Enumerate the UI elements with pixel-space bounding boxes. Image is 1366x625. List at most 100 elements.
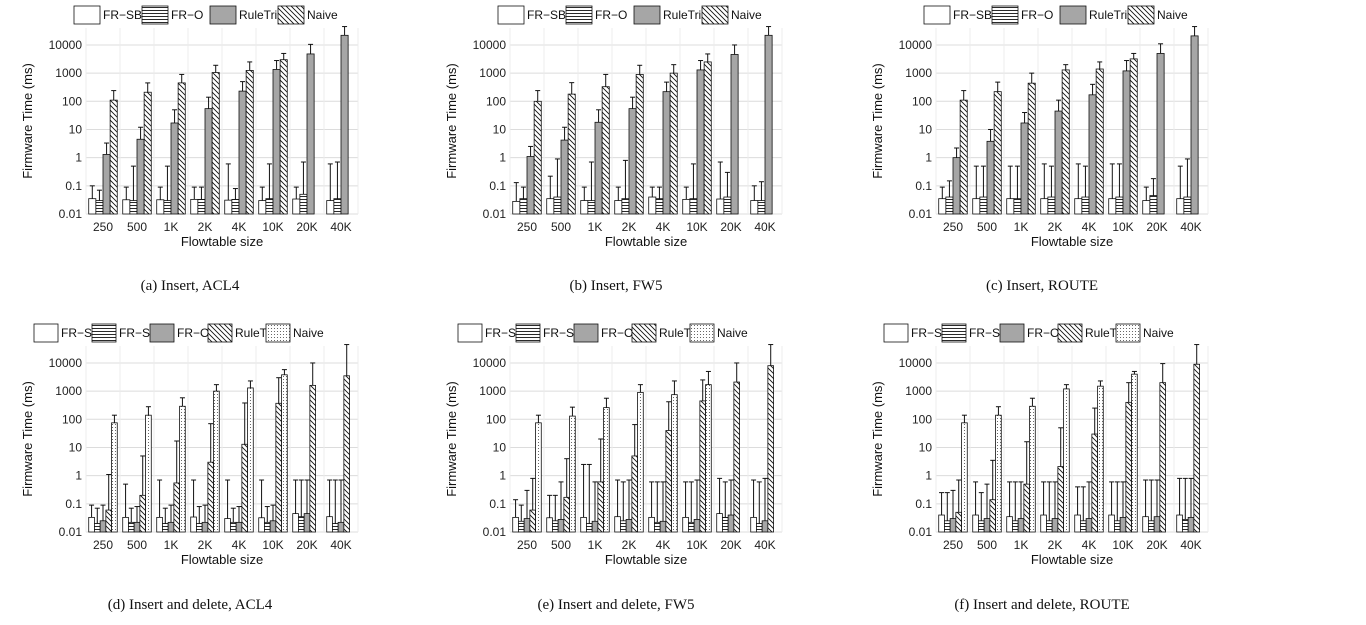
bar [526, 156, 535, 215]
x-tick-label: 2K [1048, 538, 1063, 552]
legend: FR−SB FR−SD FR−O RuleTris Naive [457, 323, 748, 343]
legend-swatch [573, 323, 599, 343]
bar [1187, 516, 1195, 533]
legend-swatch [1115, 323, 1141, 343]
bar [655, 198, 664, 215]
y-tick-label: 1 [499, 151, 506, 165]
bar [1051, 518, 1059, 533]
grid [935, 346, 1209, 533]
bar [238, 90, 247, 215]
legend-swatch [701, 5, 729, 25]
bar [156, 199, 165, 215]
bar [1047, 196, 1056, 215]
x-tick-label: 500 [551, 538, 571, 552]
y-tick-label: 10 [69, 440, 83, 454]
y-tick-label: 10000 [49, 356, 83, 370]
y-tick-label: 1 [499, 469, 506, 483]
y-tick-label: 10 [69, 122, 83, 136]
y-axis-label: Firmware Time (ms) [20, 63, 35, 179]
x-tick-label: 10K [686, 538, 707, 552]
legend-swatch [1127, 5, 1155, 25]
bar [654, 521, 661, 533]
y-tick-label: 10000 [473, 38, 507, 52]
bar [603, 407, 610, 533]
y-tick-label: 10000 [899, 38, 933, 52]
bar [1114, 520, 1121, 533]
bar [1148, 520, 1155, 533]
bar [512, 516, 519, 533]
x-tick-label: 20K [1146, 220, 1167, 234]
bar [95, 200, 104, 215]
legend-label: FR−SD [543, 326, 583, 340]
bar [529, 509, 536, 533]
bar [767, 365, 774, 533]
bar [591, 520, 599, 533]
bar [1088, 94, 1097, 215]
legend-swatch [631, 323, 657, 343]
legend-label: FR−SB [61, 326, 100, 340]
legend: FR−SB FR−O RuleTris Naive [73, 5, 338, 25]
bar [563, 496, 570, 533]
bar [1142, 200, 1151, 215]
bar [162, 523, 169, 533]
x-tick-label: 20K [720, 220, 741, 234]
x-tick-label: 20K [720, 538, 741, 552]
bar [292, 198, 301, 215]
y-tick-label: 10 [493, 440, 507, 454]
bar [730, 54, 739, 215]
bars [512, 344, 774, 533]
bar [587, 200, 596, 215]
bar [979, 196, 988, 215]
legend: FR−SB FR−O RuleTris Naive [497, 5, 762, 25]
bar [1122, 70, 1131, 215]
bar [128, 521, 135, 533]
bar [628, 108, 637, 215]
legend-label: FR−O [601, 326, 633, 340]
bar [1080, 520, 1087, 533]
y-tick-label: 0.1 [65, 179, 82, 193]
chart-caption: (f) Insert and delete, ROUTE [954, 597, 1129, 613]
bar [1027, 82, 1036, 215]
bar [620, 520, 627, 533]
bar [535, 422, 542, 533]
bar [750, 516, 757, 533]
bar [682, 516, 689, 533]
x-tick-label: 40K [1180, 538, 1201, 552]
bars [938, 26, 1199, 215]
x-tick-label: 10K [262, 220, 283, 234]
bar [122, 199, 131, 215]
bar [326, 516, 333, 533]
bar [213, 390, 220, 533]
bar [986, 140, 995, 215]
bar [1142, 516, 1149, 533]
bars [512, 26, 773, 215]
bar [682, 198, 691, 215]
bar [594, 121, 603, 215]
x-tick-label: 250 [93, 220, 113, 234]
x-axis-label: Flowtable size [181, 552, 263, 567]
x-tick-label: 4K [232, 538, 247, 552]
x-tick-label: 500 [127, 538, 147, 552]
bar [170, 122, 179, 215]
legend-label: RuleTris [663, 8, 707, 22]
bar [983, 518, 991, 533]
bar [601, 86, 610, 215]
y-tick-label: 1000 [905, 66, 932, 80]
legend-label: FR−O [171, 8, 203, 22]
x-tick-label: 40K [330, 538, 351, 552]
legend-label: Naive [293, 326, 324, 340]
bar [145, 414, 152, 533]
bar [332, 523, 339, 533]
bar [1193, 363, 1200, 533]
x-tick-label: 4K [1082, 220, 1097, 234]
x-tick-label: 2K [198, 220, 213, 234]
legend-swatch [91, 323, 117, 343]
chart-caption: (a) Insert, ACL4 [141, 278, 240, 294]
bar [1097, 385, 1104, 533]
bar [614, 200, 623, 215]
bar [750, 200, 759, 215]
bar [586, 523, 593, 533]
legend-label: RuleTris [1089, 8, 1133, 22]
bar [944, 520, 951, 533]
x-tick-label: 10K [1112, 220, 1133, 234]
